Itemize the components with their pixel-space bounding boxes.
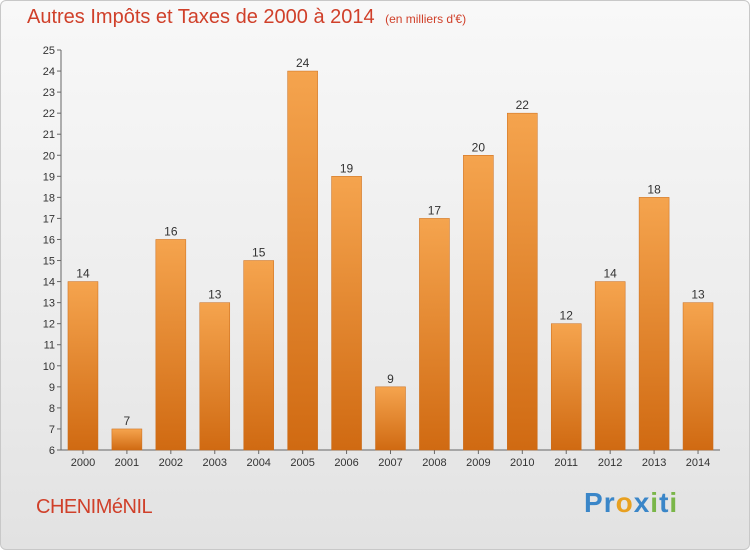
bar-value-label: 13 <box>691 288 705 302</box>
bar <box>463 155 494 451</box>
y-tick-label: 18 <box>43 192 55 204</box>
bar <box>243 260 274 451</box>
y-tick-label: 25 <box>43 45 55 57</box>
x-tick-label: 2011 <box>554 457 578 469</box>
x-tick-label: 2010 <box>510 457 534 469</box>
x-tick-label: 2001 <box>115 457 139 469</box>
x-tick-label: 2012 <box>598 457 622 469</box>
y-tick-label: 6 <box>49 445 55 457</box>
logo-letter: x <box>633 487 651 518</box>
y-tick-label: 21 <box>43 129 55 141</box>
bar-value-label: 15 <box>252 246 266 260</box>
bar <box>419 218 450 451</box>
y-tick-label: 13 <box>43 298 55 310</box>
bar <box>287 70 318 451</box>
y-tick-label: 22 <box>43 108 55 120</box>
bar-value-label: 19 <box>340 161 354 175</box>
logo-letter: P <box>584 487 604 518</box>
x-tick-label: 2003 <box>203 457 227 469</box>
y-tick-label: 10 <box>43 361 55 373</box>
bar-value-label: 17 <box>428 203 442 217</box>
chart-axes: 6 7 8 9 10 11 12 13 14 15 16 17 18 19 20 21 22 23 24 25 2000… <box>43 45 720 469</box>
x-tick-label: 2000 <box>71 457 95 469</box>
y-tick-label: 19 <box>43 171 55 183</box>
bar <box>331 176 362 451</box>
y-tick-label: 17 <box>43 213 55 225</box>
y-tick-label: 11 <box>44 340 55 352</box>
bar-value-label: 14 <box>76 267 90 281</box>
y-tick-label: 14 <box>43 277 55 289</box>
bar-value-label: 13 <box>208 288 222 302</box>
chart-bars: 14 7 16 13 15 24 19 9 17 20 22 12 14 18 13 <box>67 56 714 451</box>
bar-value-label: 20 <box>472 140 486 154</box>
x-tick-label: 2005 <box>290 457 314 469</box>
bar-value-label: 14 <box>603 267 617 281</box>
bar <box>682 302 714 451</box>
bar <box>155 239 187 451</box>
y-tick-label: 9 <box>49 382 55 394</box>
x-tick-label: 2014 <box>686 457 710 469</box>
bar <box>638 197 670 451</box>
logo-letter: o <box>615 487 634 518</box>
x-tick-label: 2013 <box>642 457 666 469</box>
bar <box>67 281 99 451</box>
y-tick-label: 7 <box>49 424 55 436</box>
bar <box>375 386 406 451</box>
x-tick-label: 2008 <box>422 457 446 469</box>
bar <box>111 428 143 451</box>
bar-value-label: 12 <box>560 309 574 323</box>
logo-letter: r <box>603 487 616 518</box>
logo-letter: i <box>669 487 679 518</box>
x-tick-label: 2006 <box>334 457 358 469</box>
y-tick-label: 16 <box>43 234 55 246</box>
logo-letter: t <box>659 487 670 518</box>
logo-letter: i <box>650 487 660 518</box>
bar <box>199 302 231 451</box>
bar <box>507 112 538 451</box>
bar-value-label: 7 <box>124 414 131 428</box>
x-tick-label: 2009 <box>466 457 490 469</box>
chart-title-unit: (en milliers d'€) <box>385 12 467 26</box>
y-tick-label: 12 <box>43 319 55 331</box>
bar-value-label: 9 <box>387 372 394 386</box>
y-tick-label: 23 <box>43 87 55 99</box>
y-tick-label: 15 <box>43 256 55 268</box>
proxiti-logo[interactable]: Proxiti <box>584 487 678 519</box>
bar <box>594 281 626 451</box>
chart-title-main: Autres Impôts et Taxes de 2000 à 2014 <box>27 6 375 28</box>
bar-value-label: 22 <box>516 98 530 112</box>
bar-value-label: 18 <box>647 182 661 196</box>
commune-name: CHENIMéNIL <box>36 496 153 518</box>
x-tick-label: 2004 <box>246 457 270 469</box>
bar <box>550 323 582 451</box>
bar-value-label: 24 <box>296 56 310 70</box>
x-tick-label: 2007 <box>378 457 402 469</box>
x-tick-label: 2002 <box>159 457 183 469</box>
y-tick-label: 8 <box>49 403 55 415</box>
y-tick-label: 24 <box>43 66 55 78</box>
bar-value-label: 16 <box>164 224 178 238</box>
chart-title: Autres Impôts et Taxes de 2000 à 2014 (e… <box>27 6 466 29</box>
y-tick-label: 20 <box>43 150 55 162</box>
